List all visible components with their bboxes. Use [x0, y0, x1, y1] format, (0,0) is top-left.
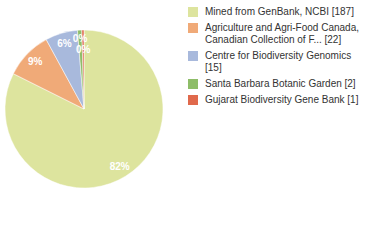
pie [5, 30, 163, 188]
slice-label: 0% [73, 33, 88, 44]
pie-slice [5, 30, 163, 188]
legend-label: Gujarat Biodiversity Gene Bank [1] [205, 94, 359, 105]
legend-label: Santa Barbara Botanic Garden [2] [205, 78, 356, 89]
legend-item: Centre for Biodiversity Genomics[15] [188, 50, 351, 73]
legend-swatch [188, 95, 198, 105]
legend-label: Centre for Biodiversity Genomics[15] [205, 50, 351, 73]
slice-label: 6% [57, 38, 72, 49]
legend-item: Gujarat Biodiversity Gene Bank [1] [188, 94, 359, 105]
legend-label-line: Canadian Collection of F... [22] [205, 34, 341, 45]
slice-label: 82% [110, 161, 130, 172]
slice-labels: 82%9%6%0%0% [28, 33, 130, 173]
legend-swatch [188, 23, 198, 33]
legend-label: Agriculture and Agri-Food Canada,Canadia… [205, 22, 359, 45]
legend-item: Santa Barbara Botanic Garden [2] [188, 78, 356, 89]
legend-label-line: Agriculture and Agri-Food Canada, [205, 22, 359, 33]
legend-label-line: Santa Barbara Botanic Garden [2] [205, 78, 356, 89]
legend-label-line: Gujarat Biodiversity Gene Bank [1] [205, 94, 359, 105]
chart: 82%9%6%0%0%Mined from GenBank, NCBI [187… [0, 0, 380, 240]
slice-label: 0% [76, 44, 91, 55]
legend-label-line: Centre for Biodiversity Genomics [205, 50, 351, 61]
legend-swatch [188, 79, 198, 89]
legend-swatch [188, 51, 198, 61]
legend-label: Mined from GenBank, NCBI [187] [205, 6, 354, 17]
legend-label-line: [15] [205, 62, 222, 73]
slice-label: 9% [28, 56, 43, 67]
legend-item: Agriculture and Agri-Food Canada,Canadia… [188, 22, 359, 45]
legend-swatch [188, 7, 198, 17]
legend-item: Mined from GenBank, NCBI [187] [188, 6, 354, 17]
legend-label-line: Mined from GenBank, NCBI [187] [205, 6, 354, 17]
legend: Mined from GenBank, NCBI [187] Agricultur… [188, 6, 359, 105]
